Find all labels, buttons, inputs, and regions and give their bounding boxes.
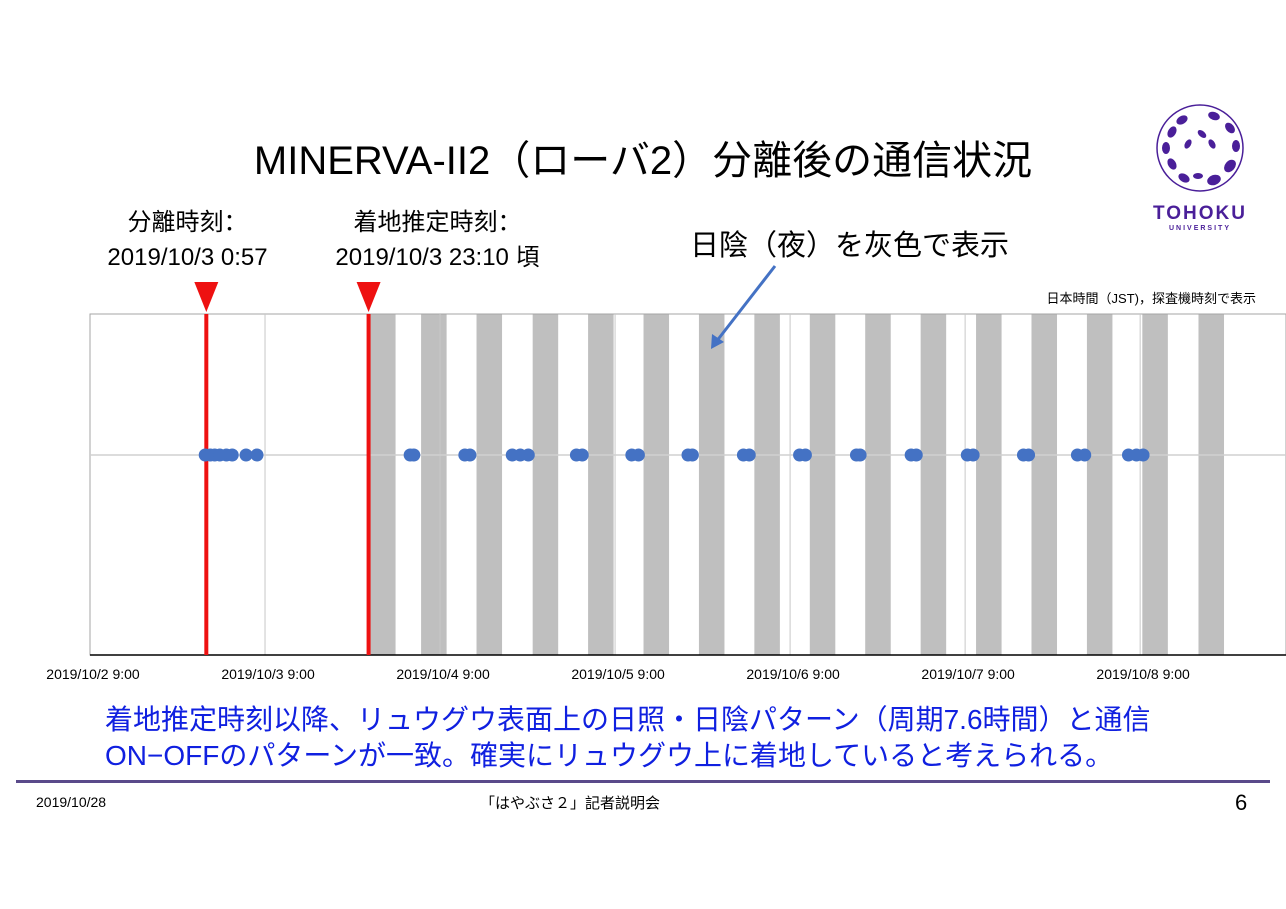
comm-point	[631, 448, 645, 462]
logo-sub: UNIVERSITY	[1168, 225, 1231, 232]
night-band	[588, 314, 614, 655]
comm-point	[463, 448, 477, 462]
comm-point	[1136, 448, 1150, 462]
night-shading-note: 日陰（夜）を灰色で表示	[690, 230, 1010, 262]
comm-point	[1022, 448, 1036, 462]
footer-date: 2019/10/28	[36, 794, 107, 810]
landing-annotation: 着地推定時刻： 2019/10/3 23:10 頃	[315, 205, 560, 275]
night-band	[698, 314, 725, 655]
night-band	[976, 314, 1002, 655]
night-band	[1198, 314, 1225, 655]
comm-point	[742, 448, 756, 462]
landing-triangle-icon	[356, 282, 381, 312]
timezone-note: 日本時間（JST)，探査機時刻で表示	[1046, 291, 1256, 306]
conclusion-line-2: ON−OFFのパターンが一致。確実にリュウグウ上に着地していると考えられる。	[105, 740, 1114, 771]
event-markers	[194, 282, 381, 655]
night-band	[476, 314, 503, 655]
tick-label: 2019/10/6 9:00	[746, 666, 840, 682]
comm-points	[198, 448, 1150, 462]
comm-point	[250, 448, 264, 462]
tick-label: 2019/10/4 9:00	[396, 666, 490, 682]
comm-point	[575, 448, 589, 462]
night-band	[920, 314, 947, 655]
night-band	[809, 314, 836, 655]
slide-title: MINERVA-II2（ローバ2）分離後の通信状況	[253, 139, 1033, 183]
logo-emblem-icon	[1156, 104, 1244, 192]
landing-time: 2019/10/3 23:10 頃	[335, 244, 540, 271]
footer-event: 「はやぶさ２」記者説明会	[480, 795, 661, 812]
separation-triangle-icon	[194, 282, 219, 312]
comm-point	[853, 448, 867, 462]
tick-label: 2019/10/7 9:00	[921, 666, 1015, 682]
comm-point	[521, 448, 535, 462]
page-number: 6	[1235, 790, 1248, 815]
tohoku-university-logo: TOHOKU UNIVERSITY	[1140, 100, 1260, 250]
night-band	[532, 314, 559, 655]
tick-label: 2019/10/3 9:00	[221, 666, 315, 682]
comm-point	[1078, 448, 1092, 462]
annotation-arrow	[714, 265, 777, 343]
night-band	[1031, 314, 1058, 655]
tick-label: 2019/10/5 9:00	[571, 666, 665, 682]
comm-point	[966, 448, 980, 462]
night-band	[1142, 314, 1168, 655]
tick-labels: 2019/10/2 9:00 2019/10/3 9:00 2019/10/4 9:…	[46, 666, 1190, 682]
arrow-head-icon	[711, 334, 724, 349]
logo-name: TOHOKU	[1153, 203, 1247, 224]
footer-divider	[16, 780, 1270, 783]
night-band	[865, 314, 891, 655]
night-bands	[370, 314, 1225, 655]
landing-label: 着地推定時刻：	[353, 209, 522, 236]
comm-point	[909, 448, 923, 462]
tick-label: 2019/10/8 9:00	[1096, 666, 1190, 682]
separation-annotation: 分離時刻： 2019/10/3 0:57	[95, 205, 280, 275]
night-band	[643, 314, 670, 655]
night-band	[421, 314, 447, 655]
comm-point	[798, 448, 812, 462]
comm-point	[225, 448, 239, 462]
separation-label: 分離時刻：	[127, 209, 248, 236]
night-band	[370, 314, 396, 655]
comm-point	[239, 448, 253, 462]
conclusion-text: 着地推定時刻以降、リュウグウ表面上の日照・日陰パターン（周期7.6時間）と通信 …	[105, 702, 1275, 774]
night-band	[754, 314, 780, 655]
comm-point	[407, 448, 421, 462]
separation-time: 2019/10/3 0:57	[107, 244, 268, 271]
comm-point	[685, 448, 699, 462]
night-band	[1086, 314, 1113, 655]
conclusion-line-1: 着地推定時刻以降、リュウグウ表面上の日照・日陰パターン（周期7.6時間）と通信	[105, 704, 1151, 735]
tick-label: 2019/10/2 9:00	[46, 666, 140, 682]
communication-chart: 2019/10/2 9:00 2019/10/3 9:00 2019/10/4 9:…	[46, 265, 1286, 682]
